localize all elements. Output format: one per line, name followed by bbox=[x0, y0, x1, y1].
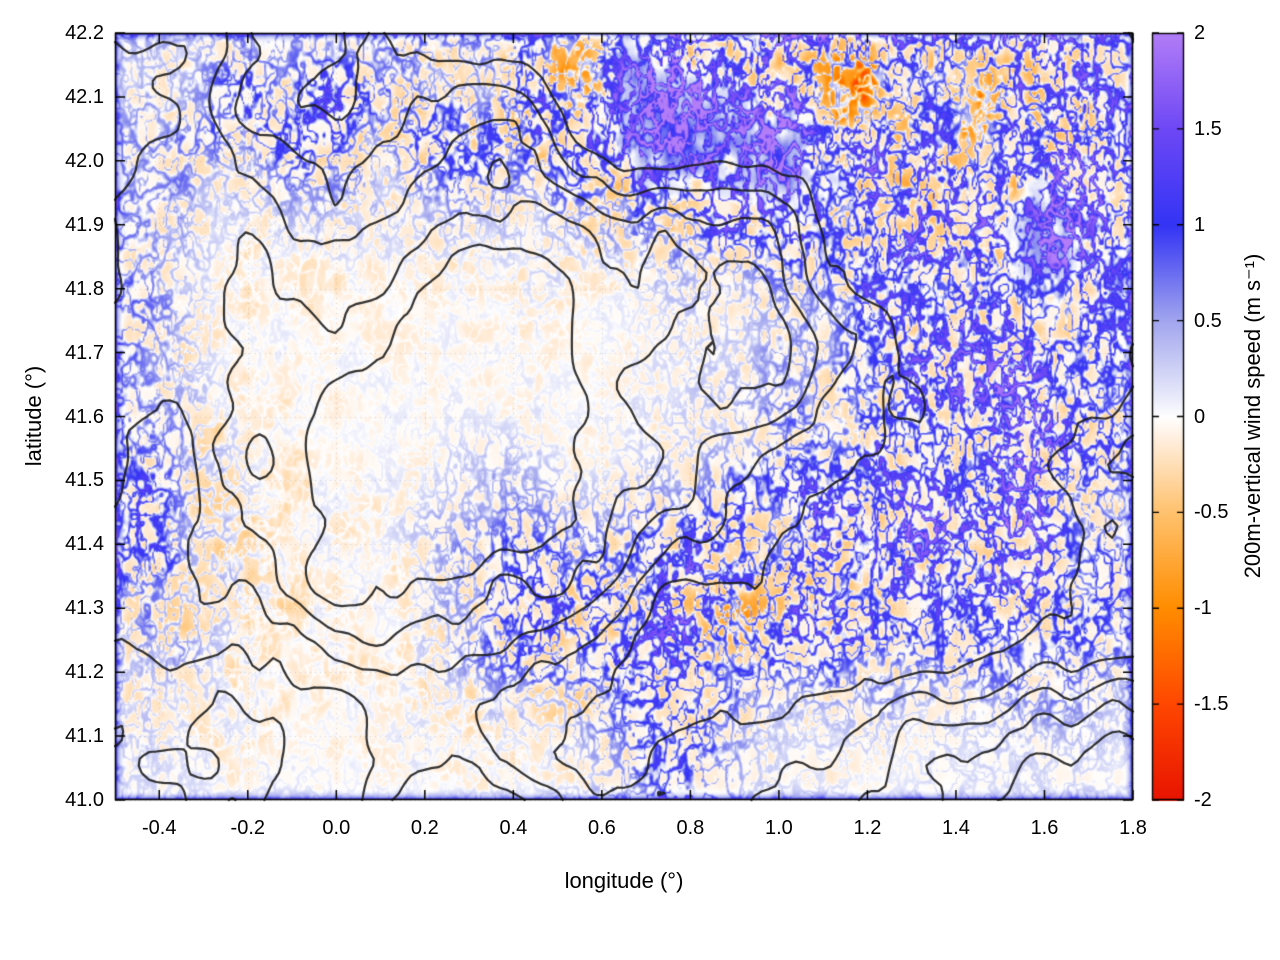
x-tick-label: 0.2 bbox=[410, 817, 439, 839]
x-tick-label: -0.2 bbox=[230, 817, 266, 839]
y-tick-label: 41.4 bbox=[65, 533, 104, 556]
colorbar-tick-label: 2 bbox=[1194, 22, 1206, 44]
colorbar-tick-label: -1 bbox=[1194, 597, 1212, 620]
x-tick-label: 0.4 bbox=[499, 817, 528, 839]
colorbar-tick-label: -1.5 bbox=[1194, 693, 1229, 716]
y-tick-label: 41.2 bbox=[65, 661, 104, 684]
x-tick-label: -0.4 bbox=[142, 817, 177, 839]
x-tick-label: 0.6 bbox=[587, 817, 616, 839]
y-tick-label: 42.0 bbox=[65, 149, 104, 172]
y-tick-label: 41.0 bbox=[65, 789, 104, 811]
x-axis-title: longitude (°) bbox=[564, 868, 684, 893]
x-tick-label: 1.2 bbox=[853, 817, 882, 839]
colorbar-tick-label: 1 bbox=[1194, 213, 1206, 236]
x-tick-label: 0.8 bbox=[676, 817, 705, 839]
y-tick-label: 41.1 bbox=[65, 725, 104, 748]
y-tick-label: 41.6 bbox=[65, 405, 104, 428]
x-tick-label: 0.0 bbox=[322, 817, 351, 839]
x-tick-label: 1.8 bbox=[1119, 817, 1147, 839]
colorbar-tick-label: -2 bbox=[1194, 789, 1212, 811]
colorbar-tick-label: 0.5 bbox=[1194, 309, 1222, 332]
colorbar-tick-label: -0.5 bbox=[1194, 501, 1229, 524]
y-tick-label: 41.8 bbox=[65, 277, 104, 300]
x-tick-label: 1.4 bbox=[942, 817, 970, 839]
y-tick-label: 41.5 bbox=[65, 469, 104, 492]
x-tick-label: 1.6 bbox=[1030, 817, 1059, 839]
y-tick-label: 42.1 bbox=[65, 85, 104, 108]
y-tick-label: 41.3 bbox=[65, 597, 104, 620]
y-tick-label: 42.2 bbox=[65, 22, 104, 44]
colorbar-title: 200m-vertical wind speed (m s⁻¹) bbox=[1240, 253, 1265, 579]
y-tick-label: 41.7 bbox=[65, 341, 104, 364]
colorbar-tick-label: 1.5 bbox=[1194, 117, 1222, 140]
y-axis-title: latitude (°) bbox=[21, 365, 46, 467]
y-tick-label: 41.9 bbox=[65, 213, 104, 236]
colorbar-tick-label: 0 bbox=[1194, 405, 1206, 428]
x-tick-label: 1.0 bbox=[765, 817, 793, 839]
